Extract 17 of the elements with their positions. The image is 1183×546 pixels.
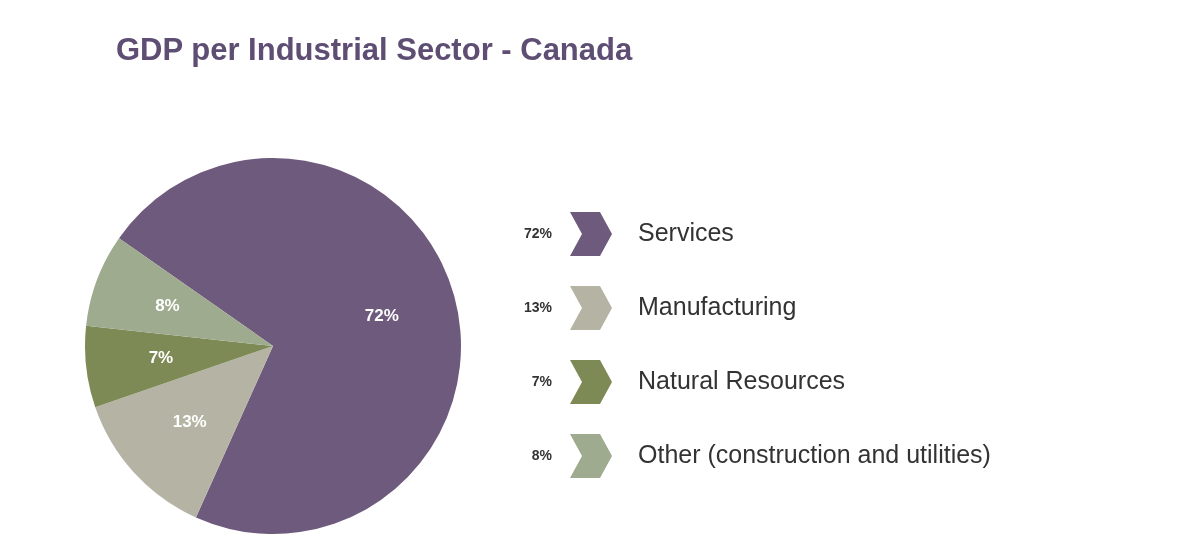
- pie-slice: [119, 158, 461, 534]
- data-label: 8%: [155, 295, 180, 315]
- data-label: 7%: [148, 348, 174, 368]
- text: 72%: [523, 224, 552, 241]
- data-label: 13%: [172, 411, 207, 431]
- text: 7%: [531, 372, 552, 389]
- pie-slice: [86, 238, 273, 346]
- legend-label: Services: [638, 217, 734, 246]
- chart-title: GDP per Industrial Sector - Canada: [116, 32, 633, 67]
- text: 13%: [523, 298, 552, 315]
- text: 8%: [531, 446, 552, 463]
- legend-label: Manufacturing: [638, 291, 797, 320]
- pie-slice: [95, 346, 273, 518]
- pie-slice: [85, 325, 273, 408]
- legend-label: Natural Resources: [638, 365, 846, 394]
- legend-label: Other (construction and utilities): [638, 439, 991, 468]
- data-label: 72%: [364, 305, 399, 325]
